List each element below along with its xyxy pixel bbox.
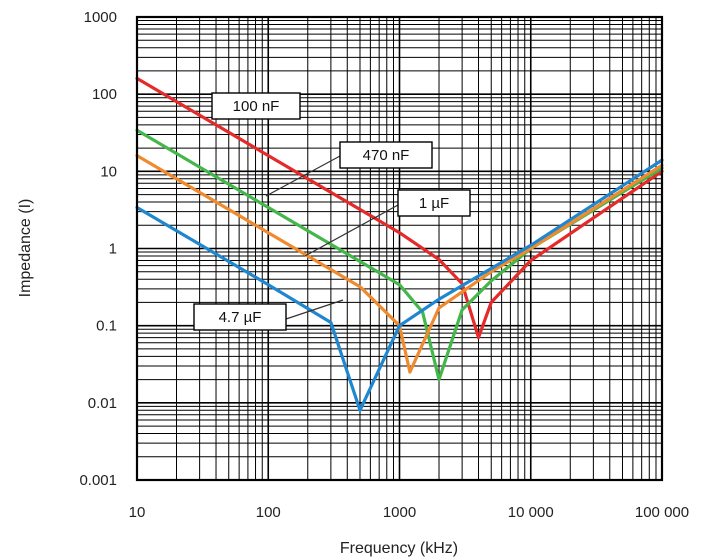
y-tick-label: 10 — [100, 163, 117, 180]
label-leader-line — [304, 204, 399, 257]
y-tick-label: 100 — [92, 86, 117, 103]
y-tick-labels: 1000 100 10 1 0.1 0.01 0.001 — [79, 9, 117, 489]
x-tick-labels: 10 100 1000 10 000 100 000 — [129, 504, 689, 521]
series-line — [135, 76, 664, 340]
y-tick-label: 0.001 — [79, 472, 117, 489]
x-tick-label: 100 — [256, 504, 281, 521]
series-line — [135, 158, 664, 412]
series-label: 100 nF — [233, 98, 280, 115]
y-axis-title: Impedance (I) — [17, 199, 34, 298]
y-tick-label: 1 — [109, 241, 117, 258]
series-label-box — [397, 189, 471, 217]
series-label: 470 nF — [363, 147, 410, 164]
series-label: 1 µF — [419, 195, 449, 212]
series-group — [135, 76, 664, 412]
series-line — [135, 128, 664, 382]
x-tick-label: 1000 — [383, 504, 416, 521]
series-line — [135, 154, 664, 374]
series-label-box — [193, 303, 287, 331]
y-tick-label: 1000 — [84, 9, 117, 26]
series-label: 4.7 µF — [219, 309, 262, 326]
series-label-box — [339, 141, 433, 169]
x-tick-label: 100 000 — [635, 504, 689, 521]
x-axis-title: Frequency (kHz) — [340, 540, 458, 557]
x-tick-label: 10 — [129, 504, 146, 521]
y-tick-label: 0.01 — [88, 395, 117, 412]
series-labels: 100 nF 470 nF 1 µF 4.7 µF — [193, 92, 471, 331]
y-tick-label: 0.1 — [96, 318, 117, 335]
label-leader-line — [265, 155, 341, 197]
series-label-box — [211, 92, 301, 120]
label-leader-line — [285, 299, 344, 320]
plot-frame — [135, 15, 664, 482]
x-tick-label: 10 000 — [508, 504, 554, 521]
